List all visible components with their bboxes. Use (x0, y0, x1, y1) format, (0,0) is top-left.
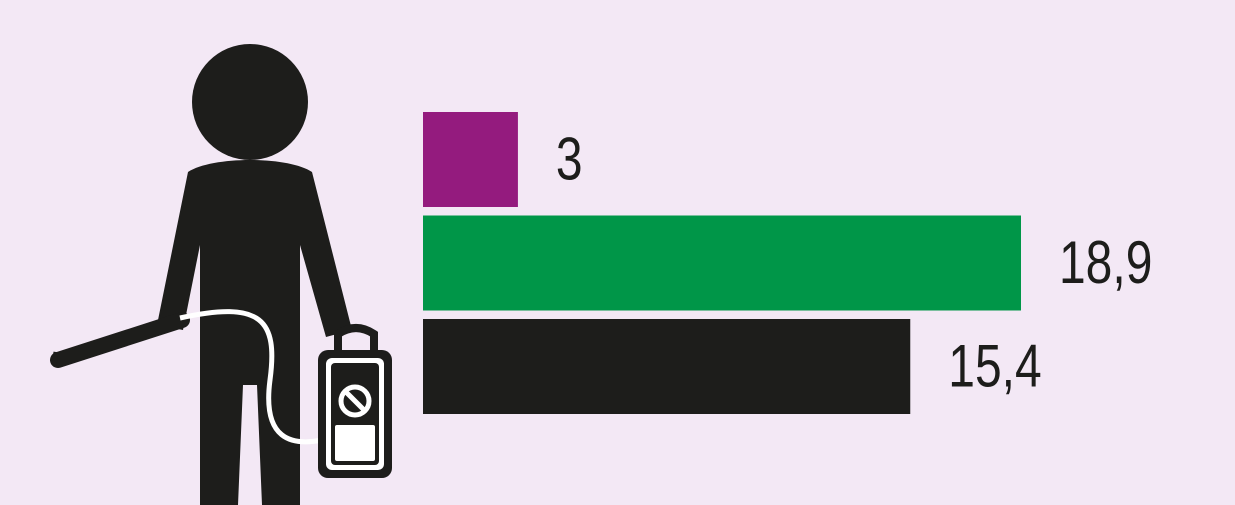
value-label: 15,4 (948, 332, 1041, 399)
value-label: 3 (556, 125, 583, 192)
value-label: 18,9 (1059, 229, 1152, 296)
bar (423, 215, 1021, 311)
bar (423, 319, 911, 414)
bar (423, 112, 518, 207)
sprayer-figure-icon (50, 44, 392, 505)
